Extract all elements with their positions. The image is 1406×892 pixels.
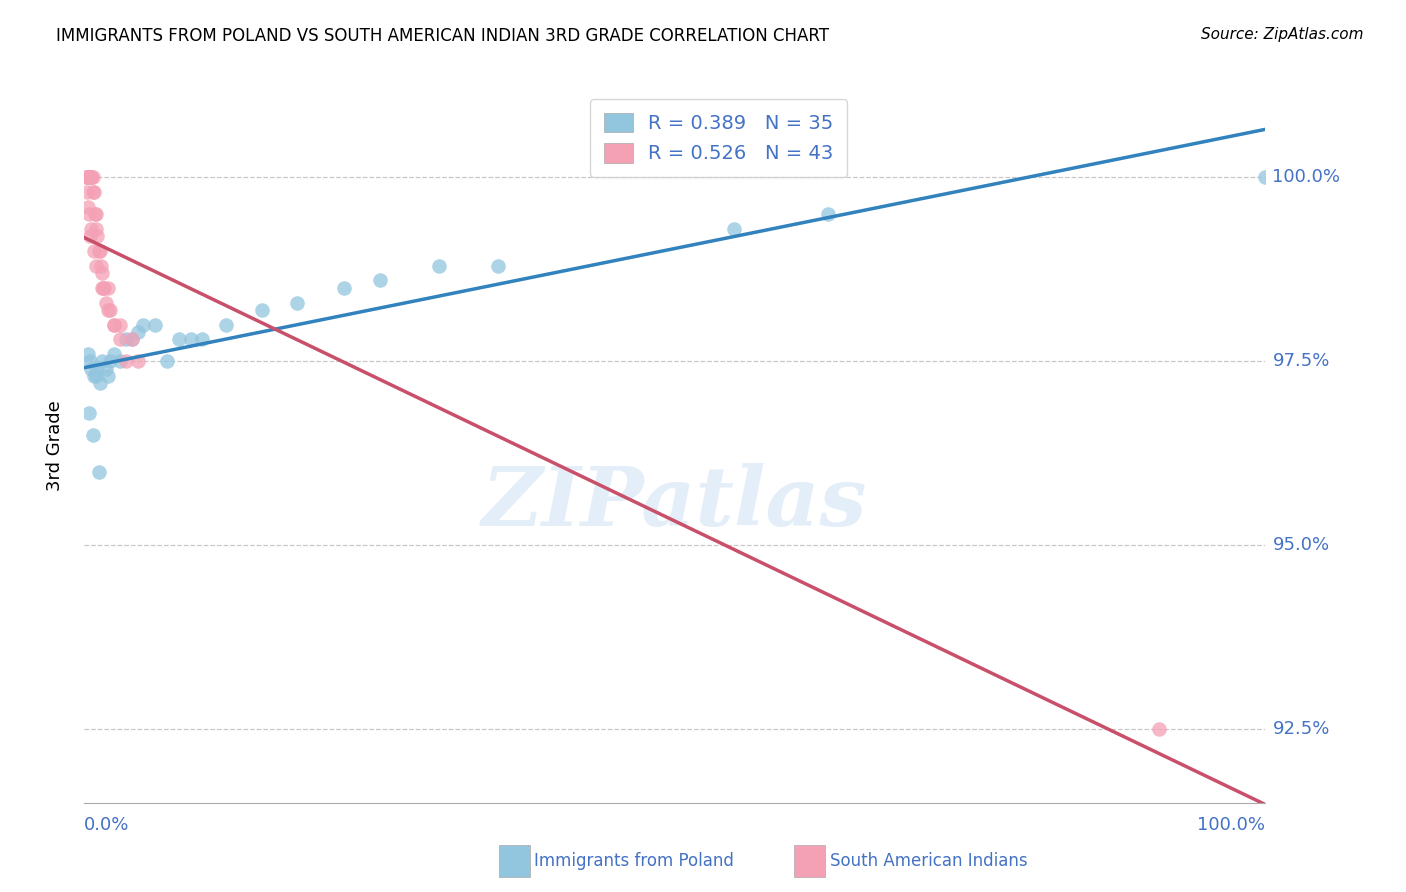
Point [127,325,149,339]
Point [77,406,100,420]
Point [285,295,308,310]
Point [91,281,114,295]
Point [83,185,105,199]
Point [121,332,143,346]
Point [87,244,110,258]
Point [87,465,110,479]
Point [143,318,166,332]
Text: 100.0%: 100.0% [1198,816,1265,834]
Point [817,207,839,221]
Point [98,302,121,317]
Point [84,259,107,273]
Point [83,244,105,258]
Point [98,354,121,368]
Point [91,281,114,295]
Point [121,332,143,346]
Point [77,200,100,214]
Text: 95.0%: 95.0% [1272,536,1330,554]
Point [79,354,101,368]
Point [82,185,104,199]
Point [77,170,100,185]
Point [91,354,114,368]
Point [114,332,136,346]
Point [77,207,100,221]
Text: Immigrants from Poland: Immigrants from Poland [534,852,734,870]
Point [114,354,136,368]
Point [723,222,745,236]
Point [86,361,108,376]
Point [82,170,104,185]
Point [80,361,103,376]
Point [486,259,509,273]
Point [84,222,107,236]
Point [79,170,101,185]
Point [1147,723,1170,737]
Point [427,259,450,273]
Point [103,318,125,332]
Point [94,295,117,310]
Text: 92.5%: 92.5% [1272,720,1330,739]
Text: 97.5%: 97.5% [1272,352,1330,370]
Point [77,347,100,361]
Point [89,244,111,258]
Point [75,170,97,185]
Point [76,185,98,199]
Point [368,273,391,287]
Text: South American Indians: South American Indians [830,852,1028,870]
Point [97,302,120,317]
Point [97,281,120,295]
Point [84,369,107,384]
Point [86,229,108,244]
Point [97,369,120,384]
Point [83,369,105,384]
Point [84,207,107,221]
Point [132,318,155,332]
Point [89,376,111,391]
Point [1254,170,1277,185]
Point [77,170,100,185]
Point [94,361,117,376]
Point [82,428,104,442]
Point [91,266,114,280]
Text: Source: ZipAtlas.com: Source: ZipAtlas.com [1201,27,1364,42]
Point [108,332,131,346]
Point [108,354,131,368]
Point [79,170,101,185]
Point [80,170,103,185]
Point [250,302,273,317]
Point [191,332,214,346]
Point [76,170,98,185]
Point [77,170,100,185]
Text: 0.0%: 0.0% [84,816,129,834]
Point [77,170,100,185]
Point [156,354,179,368]
Legend: R = 0.389   N = 35, R = 0.526   N = 43: R = 0.389 N = 35, R = 0.526 N = 43 [591,99,848,177]
Point [93,281,115,295]
Point [333,281,356,295]
Point [103,347,125,361]
Point [215,318,238,332]
Point [79,229,101,244]
Point [90,259,112,273]
Point [80,222,103,236]
Point [127,354,149,368]
Point [103,318,125,332]
Text: ZIPatlas: ZIPatlas [482,463,868,543]
Point [84,207,107,221]
Text: IMMIGRANTS FROM POLAND VS SOUTH AMERICAN INDIAN 3RD GRADE CORRELATION CHART: IMMIGRANTS FROM POLAND VS SOUTH AMERICAN… [56,27,830,45]
Point [167,332,190,346]
Y-axis label: 3rd Grade: 3rd Grade [45,401,63,491]
Point [80,170,103,185]
Point [108,318,131,332]
Text: 100.0%: 100.0% [1272,169,1340,186]
Point [180,332,202,346]
